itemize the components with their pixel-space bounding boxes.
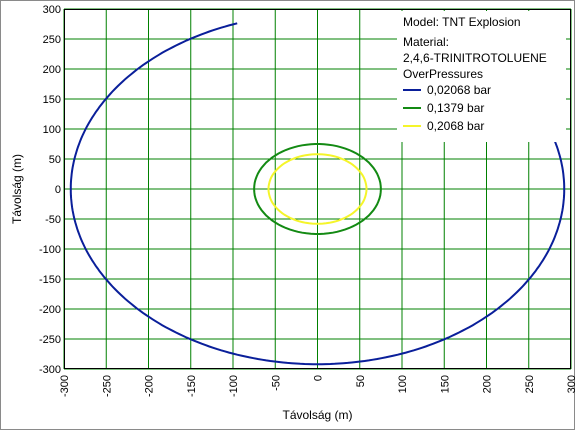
x-tick-label: -50: [270, 375, 282, 391]
x-tick-label: 50: [355, 375, 367, 387]
x-tick-label: 0: [313, 375, 325, 381]
y-tick-label: -150: [39, 274, 61, 286]
x-tick-label: 150: [439, 375, 451, 393]
grid: [63, 8, 572, 370]
y-tick-label: -100: [39, 244, 61, 256]
x-axis-label: Távolság (m): [282, 408, 352, 422]
legend-item-label: 0,1379 bar: [427, 101, 484, 115]
x-tick-label: 200: [482, 375, 494, 393]
contour-series-2: [253, 143, 382, 235]
y-tick-label: 50: [49, 154, 61, 166]
y-tick-label: 100: [43, 124, 61, 136]
series-layer: [69, 22, 566, 366]
legend-material: 2,4,6-TRINITROTOLUENE: [403, 51, 547, 65]
legend-items: 0,02068 bar 0,1379 bar 0,2068 bar: [403, 83, 491, 133]
legend-item-label: 0,02068 bar: [427, 83, 491, 97]
legend: Model: TNT Explosion Material: 2,4,6-TRI…: [397, 11, 566, 142]
legend-model: Model: TNT Explosion: [403, 15, 521, 29]
y-axis-label: Távolság (m): [10, 154, 24, 224]
x-tick-label: -300: [59, 375, 71, 397]
x-tick-label: -200: [144, 375, 156, 397]
y-tick-label: 150: [43, 94, 61, 106]
y-tick-labels: 300 250 200 150 100 50 0 -50 -100 -150 -200 -250 -30…: [39, 4, 61, 376]
contour-series-1: [69, 22, 566, 366]
x-tick-labels: -300 -250 -200 -150 -100 -50 0 50 100 150 200 250 30…: [59, 375, 575, 397]
legend-background: [397, 11, 566, 142]
x-tick-label: -100: [228, 375, 240, 397]
contour-series-3: [267, 153, 368, 225]
y-tick-label: 0: [55, 184, 61, 196]
plot-border: [64, 9, 571, 369]
x-tick-label: 250: [524, 375, 536, 393]
y-tick-label: -50: [45, 214, 61, 226]
y-tick-label: -200: [39, 304, 61, 316]
legend-material-label: Material:: [403, 35, 449, 49]
x-tick-label: -150: [186, 375, 198, 397]
y-tick-label: -250: [39, 334, 61, 346]
x-tick-label: 300: [566, 375, 575, 393]
y-tick-label: 300: [43, 4, 61, 16]
y-tick-label: 250: [43, 34, 61, 46]
y-tick-label: 200: [43, 64, 61, 76]
x-tick-label: -250: [101, 375, 113, 397]
legend-item-label: 0,2068 bar: [427, 119, 484, 133]
legend-group: OverPressures: [403, 67, 483, 81]
y-tick-label: -300: [39, 364, 61, 376]
x-tick-label: 100: [397, 375, 409, 393]
